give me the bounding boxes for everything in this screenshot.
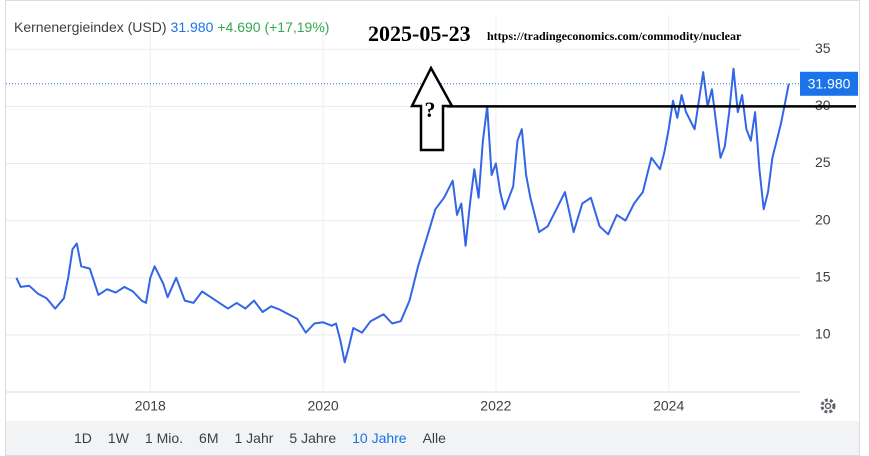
index-name: Kernenergieindex (USD): [14, 19, 167, 35]
annotation-arrow: [409, 65, 455, 152]
settings-icon[interactable]: [820, 398, 836, 414]
range-button[interactable]: 1 Mio.: [144, 430, 184, 446]
x-tick-label: 2020: [308, 398, 339, 414]
price: 31.980: [170, 19, 214, 35]
y-tick-label: 30: [815, 97, 831, 113]
x-tick-label: 2022: [480, 398, 511, 414]
y-tick-label: 20: [815, 211, 831, 227]
annotation-date: 2025-05-23: [368, 21, 471, 46]
y-tick-label: 35: [815, 40, 831, 56]
range-bar: 1D 1W 1 Mio. 6M 1 Jahr 5 Jahre 10 Jahre Alle: [6, 421, 859, 455]
range-button[interactable]: 1W: [107, 430, 129, 446]
price-line: [15, 67, 790, 364]
annotation-mark: ?: [425, 97, 436, 122]
y-tick-label: 15: [815, 268, 831, 284]
x-tick-label: 2018: [135, 398, 166, 414]
range-button[interactable]: 5 Jahre: [289, 430, 337, 446]
range-button[interactable]: 1D: [74, 430, 92, 446]
range-button[interactable]: 6M: [199, 430, 219, 446]
x-tick-label: 2024: [653, 398, 684, 414]
header: Kernenergieindex (USD) 31.980 +4.690 (+17,…: [14, 19, 329, 35]
y-tick-label: 10: [815, 326, 831, 342]
last-value-label: 31.980: [808, 75, 851, 91]
y-tick-label: 25: [815, 154, 831, 170]
change: +4.690 (+17,19%): [217, 19, 330, 35]
range-button[interactable]: 1 Jahr: [234, 430, 274, 446]
last-value-badge: [800, 71, 858, 96]
range-button[interactable]: Alle: [422, 430, 446, 446]
annotation-url: https://tradingeconomics.com/commodity/n…: [487, 29, 742, 43]
range-button[interactable]: 10 Jahre: [352, 430, 407, 446]
